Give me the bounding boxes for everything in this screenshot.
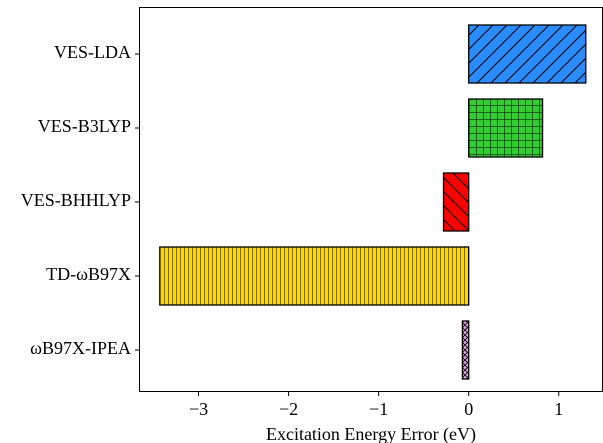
bar-hatch-ves-lda	[468, 24, 587, 84]
bar-hatch-ves-b3lyp	[468, 98, 544, 158]
y-tick-label-td-b97x: TD-ωB97X	[46, 264, 131, 284]
x-tick-label: 0	[464, 399, 473, 419]
x-tick-label: −1	[369, 399, 388, 419]
y-tick-label-ves-b3lyp: VES-B3LYP	[38, 116, 131, 136]
bar-hatch-b97x-ipea	[461, 320, 470, 380]
bars-group	[159, 24, 587, 380]
bar-hatch-td-b97x	[159, 246, 470, 306]
x-tick-label: −2	[279, 399, 298, 419]
y-axis: VES-LDA VES-B3LYP VES-BHHLYP TD-ωB97X ωB97X-…	[21, 42, 140, 358]
bar-hatch-ves-bhhlyp	[442, 172, 470, 232]
x-tick-label: −3	[189, 399, 208, 419]
y-tick-label-b97x-ipea: ωB97X-IPEA	[30, 338, 131, 358]
x-axis-label: Excitation Energy Error (eV)	[266, 424, 476, 443]
y-tick-label-ves-lda: VES-LDA	[54, 42, 131, 62]
x-axis: −3 −2 −1 0 1	[189, 391, 563, 419]
x-tick-label: 1	[554, 399, 563, 419]
y-tick-label-ves-bhhlyp: VES-BHHLYP	[21, 190, 131, 210]
